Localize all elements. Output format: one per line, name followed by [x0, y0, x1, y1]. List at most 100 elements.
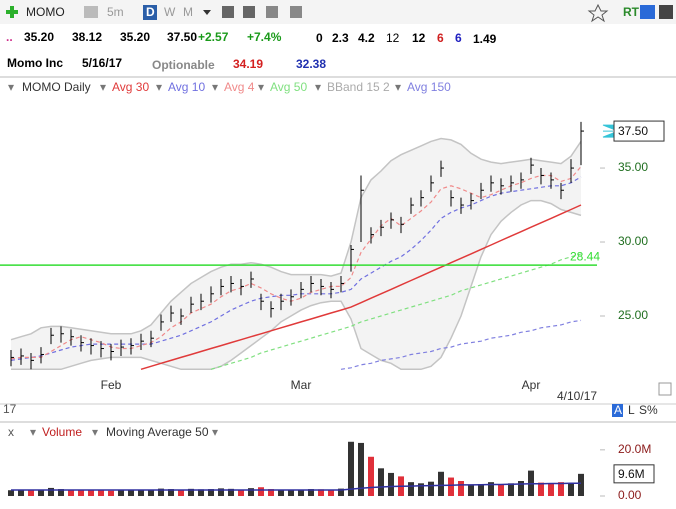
icon[interactable] — [640, 5, 655, 19]
volume-bar — [268, 489, 274, 496]
price-marker — [602, 124, 614, 138]
x-tick-label: Feb — [101, 378, 122, 392]
interval[interactable]: 5m — [107, 5, 124, 19]
scale-button[interactable] — [612, 404, 623, 417]
scale[interactable]: L — [628, 403, 635, 417]
quote-value: 35.20 — [24, 30, 54, 44]
toolbar — [0, 0, 676, 24]
y-tick-label: 0.00 — [618, 488, 642, 502]
volume-bar — [548, 484, 554, 496]
moving-average — [10, 166, 582, 360]
icon[interactable] — [243, 6, 255, 18]
close-button[interactable]: x — [8, 425, 14, 439]
year: 17 — [3, 402, 17, 416]
volume-bar — [38, 489, 44, 496]
volume-bar — [428, 481, 434, 496]
caret: ▾ — [212, 80, 218, 94]
volume-bar — [298, 489, 304, 496]
caret: ▾ — [30, 425, 36, 439]
price-label-box — [613, 120, 665, 142]
volume-bar — [158, 488, 164, 496]
volume-bar — [518, 481, 524, 496]
volume-bar — [188, 488, 194, 496]
star-icon[interactable] — [587, 3, 609, 23]
volume-bar — [98, 490, 104, 496]
volume-bar — [118, 490, 124, 496]
scale[interactable]: A — [614, 403, 622, 417]
volume-bar — [248, 488, 254, 496]
volume-bar — [328, 489, 334, 496]
edit-icon[interactable] — [658, 382, 672, 396]
legend-entry: Avg 50 — [270, 80, 307, 94]
badge: RT — [623, 5, 640, 19]
volume-label-box — [613, 464, 655, 484]
legend-entry: Avg 150 — [407, 80, 451, 94]
caret: ▾ — [258, 80, 264, 94]
add-icon[interactable] — [6, 6, 18, 18]
rank: 12 — [412, 31, 426, 45]
volume-subtitle: Moving Average 50 — [106, 425, 209, 439]
volume-bar — [48, 487, 54, 496]
volume-average — [11, 482, 581, 491]
volume-bar — [448, 477, 454, 496]
volume-bar — [418, 483, 424, 496]
stat: 2.3 — [332, 31, 349, 45]
volume-bar — [258, 487, 264, 496]
rank: 6 — [437, 31, 444, 45]
volume-bar — [358, 442, 364, 496]
icon[interactable] — [290, 6, 302, 18]
volume-bar — [78, 490, 84, 496]
icon[interactable] — [84, 6, 98, 18]
volume-bar — [318, 489, 324, 496]
date: 5/16/17 — [82, 56, 122, 70]
moving-average — [140, 204, 582, 371]
volume-bar — [28, 490, 34, 496]
volume-bar — [308, 489, 314, 496]
volume-bar — [198, 489, 204, 496]
volume-bar — [568, 483, 574, 496]
volume-bar — [88, 490, 94, 496]
icon[interactable] — [222, 6, 234, 18]
rank: 12 — [386, 31, 400, 45]
rank: 6 — [455, 31, 462, 45]
volume-bar — [208, 489, 214, 496]
interval[interactable]: D — [146, 5, 155, 19]
symbol[interactable]: MOMO — [26, 5, 65, 19]
volume-bar — [58, 489, 64, 496]
volume-bar — [558, 482, 564, 496]
volume-title: Volume — [42, 425, 82, 439]
icon[interactable] — [266, 6, 278, 18]
volume-bar — [278, 489, 284, 496]
volume-bar — [348, 441, 354, 496]
volume-bar — [128, 490, 134, 496]
volume-bar — [218, 488, 224, 496]
volume-bar — [368, 456, 374, 496]
interval[interactable]: M — [183, 5, 193, 19]
volume-bar — [508, 483, 514, 496]
volume-bar — [438, 471, 444, 496]
stat: 0 — [316, 31, 323, 45]
scale[interactable]: S% — [639, 403, 658, 417]
volume-bar — [488, 482, 494, 496]
legend-entry: BBand 15 2 — [327, 80, 390, 94]
caret: ▾ — [92, 425, 98, 439]
volume-bar — [138, 489, 144, 496]
y-tick-label: 30.00 — [618, 234, 648, 248]
volume-bar — [228, 488, 234, 496]
volume-bar — [108, 490, 114, 496]
caret: ▾ — [8, 80, 14, 94]
volume-bar — [378, 468, 384, 496]
dots: .. — [6, 30, 13, 44]
volume-bar — [468, 484, 474, 496]
legend-entry: Avg 4 — [224, 80, 255, 94]
volume-bar — [538, 482, 544, 496]
y-tick-label: 25.00 — [618, 308, 648, 322]
change-pct: +7.4% — [247, 30, 282, 44]
interval-active[interactable] — [143, 5, 157, 20]
interval[interactable]: W — [164, 5, 176, 19]
y-tick-label: 35.00 — [618, 160, 648, 174]
volume-bar — [578, 473, 584, 496]
icon[interactable] — [659, 5, 673, 19]
change: +2.57 — [198, 30, 229, 44]
dropdown[interactable] — [203, 10, 211, 15]
